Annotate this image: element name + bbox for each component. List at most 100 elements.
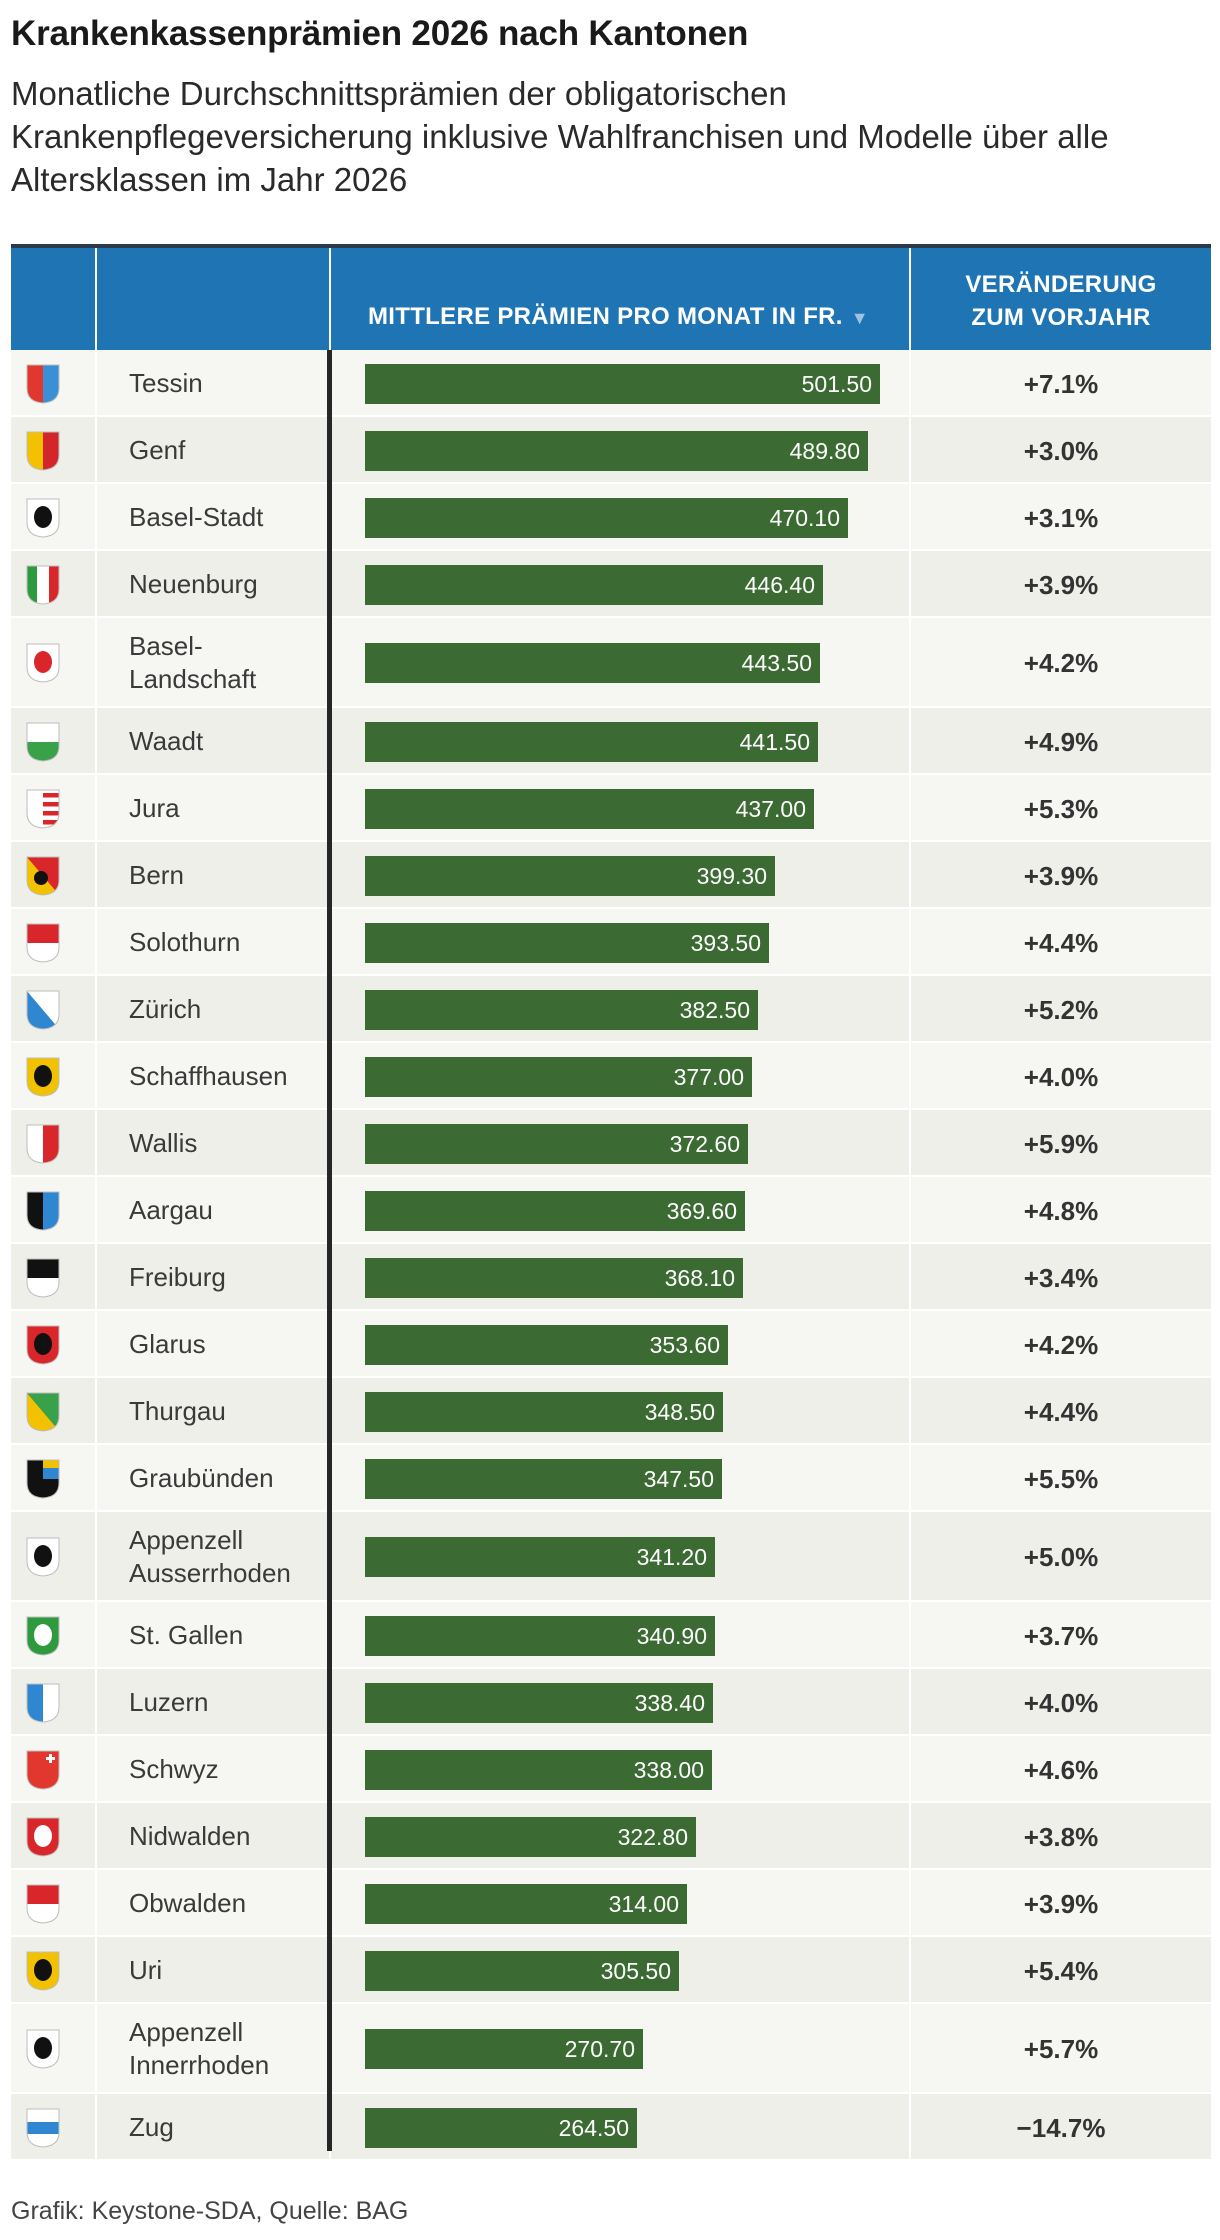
- column-divider: [95, 1512, 97, 1602]
- premium-column-header[interactable]: MITTLERE PRÄMIEN PRO MONAT IN FR. ▼: [368, 303, 869, 331]
- column-divider: [909, 1870, 911, 1937]
- canton-name: Graubünden: [129, 1462, 329, 1495]
- canton-name-line: Luzern: [129, 1687, 209, 1717]
- column-divider: [909, 484, 911, 551]
- table-row: Schaffhausen 377.00 +4.0%: [11, 1043, 1211, 1110]
- table-row: Zürich 382.50 +5.2%: [11, 976, 1211, 1043]
- premium-value-label: 437.00: [735, 795, 806, 822]
- column-divider: [95, 1602, 97, 1669]
- premium-bar: 341.20: [365, 1537, 715, 1577]
- premium-value-label: 446.40: [744, 571, 815, 598]
- column-divider: [95, 842, 97, 909]
- premium-bar: 369.60: [365, 1190, 745, 1231]
- column-divider: [909, 708, 911, 775]
- canton-name-line: Innerrhoden: [129, 2050, 270, 2080]
- change-value: +5.3%: [1023, 793, 1099, 824]
- premium-column-header-label: MITTLERE PRÄMIEN PRO MONAT IN FR.: [368, 303, 843, 330]
- column-divider: [95, 1110, 97, 1177]
- table-row: Graubünden 347.50 +5.5%: [11, 1445, 1211, 1512]
- flag-graubuenden-icon: [26, 1459, 60, 1499]
- source-credit: Grafik: Keystone-SDA, Quelle: BAG: [11, 2197, 409, 2225]
- canton-name-line: Tessin: [129, 368, 203, 398]
- premium-value-label: 314.00: [608, 1890, 679, 1917]
- premium-bar: 322.80: [365, 1816, 696, 1857]
- chart-title: Krankenkassenprämien 2026 nach Kantonen: [11, 14, 749, 53]
- column-divider: [909, 1177, 911, 1244]
- row-separator: [11, 706, 1211, 708]
- premium-bar: 338.00: [365, 1749, 712, 1790]
- column-divider: [909, 1736, 911, 1803]
- column-divider: [909, 1937, 911, 2004]
- change-value: +3.7%: [1023, 1620, 1099, 1651]
- flag-st-gallen-icon: [26, 1616, 60, 1656]
- column-divider: [95, 976, 97, 1043]
- change-value: +4.6%: [1023, 1754, 1099, 1785]
- canton-name: Zürich: [129, 993, 329, 1026]
- table-row: Obwalden 314.00 +3.9%: [11, 1870, 1211, 1937]
- premium-value-label: 399.30: [696, 862, 767, 889]
- column-divider: [909, 350, 911, 417]
- row-separator: [11, 482, 1211, 484]
- change-value: +5.7%: [1023, 2034, 1099, 2064]
- row-separator: [11, 907, 1211, 909]
- premium-value-label: 369.60: [666, 1197, 737, 1224]
- premium-bar: 501.50: [365, 363, 880, 404]
- column-divider: [909, 1043, 911, 1110]
- column-divider: [909, 842, 911, 909]
- premium-bar: 305.50: [365, 1950, 679, 1991]
- sort-desc-icon[interactable]: ▼: [850, 308, 869, 328]
- row-separator: [11, 1510, 1211, 1512]
- row-separator: [11, 1443, 1211, 1445]
- row-separator: [11, 1242, 1211, 1244]
- premium-value-label: 372.60: [669, 1130, 740, 1157]
- premium-value-label: 368.10: [664, 1264, 735, 1291]
- premium-value-label: 347.50: [643, 1465, 714, 1492]
- canton-name: Solothurn: [129, 926, 329, 959]
- table-row: St. Gallen 340.90 +3.7%: [11, 1602, 1211, 1669]
- column-divider: [95, 1378, 97, 1445]
- canton-name-line: Thurgau: [129, 1396, 226, 1426]
- table-row: Aargau 369.60 +4.8%: [11, 1177, 1211, 1244]
- column-divider: [95, 2094, 97, 2161]
- column-divider: [909, 976, 911, 1043]
- premium-value-label: 441.50: [739, 728, 810, 755]
- canton-name-line: Schaffhausen: [129, 1061, 288, 1091]
- premium-bar: 368.10: [365, 1257, 743, 1298]
- canton-name-line: Aargau: [129, 1195, 213, 1225]
- change-value: +4.2%: [1023, 648, 1099, 678]
- table-row: Freiburg 368.10 +3.4%: [11, 1244, 1211, 1311]
- canton-name: Genf: [129, 434, 329, 467]
- column-divider: [95, 417, 97, 484]
- canton-name-line: Jura: [129, 793, 180, 823]
- column-divider: [909, 551, 911, 618]
- column-divider: [909, 618, 911, 708]
- column-divider: [909, 1110, 911, 1177]
- row-separator: [11, 616, 1211, 618]
- premium-value-label: 338.00: [633, 1756, 704, 1783]
- change-value: +4.4%: [1023, 927, 1099, 958]
- canton-name-line: St. Gallen: [129, 1620, 244, 1650]
- flag-zuerich-icon: [26, 990, 60, 1030]
- premium-bar: 382.50: [365, 989, 758, 1030]
- flag-waadt-icon: [26, 722, 60, 762]
- column-divider: [909, 2094, 911, 2161]
- flag-schaffhausen-icon: [26, 1057, 60, 1097]
- premium-value-label: 270.70: [564, 2036, 635, 2062]
- canton-name: Bern: [129, 859, 329, 892]
- change-value: +7.1%: [1023, 368, 1099, 399]
- canton-name: Waadt: [129, 725, 329, 758]
- premium-value-label: 340.90: [636, 1622, 707, 1649]
- change-value: +5.5%: [1023, 1463, 1099, 1494]
- table-row: Waadt 441.50 +4.9%: [11, 708, 1211, 775]
- change-column-header[interactable]: VERÄNDERUNG ZUM VORJAHR: [911, 268, 1211, 334]
- canton-name-line: Freiburg: [129, 1262, 226, 1292]
- premium-bar: 489.80: [365, 430, 868, 471]
- premium-value-label: 305.50: [600, 1957, 671, 1984]
- table-row: Neuenburg 446.40 +3.9%: [11, 551, 1211, 618]
- canton-name-line: Basel-: [129, 631, 203, 661]
- canton-name: Nidwalden: [129, 1820, 329, 1853]
- table-row: Solothurn 393.50 +4.4%: [11, 909, 1211, 976]
- canton-name: Zug: [129, 2111, 329, 2144]
- premium-value-label: 382.50: [679, 996, 750, 1023]
- canton-name-line: Obwalden: [129, 1888, 247, 1918]
